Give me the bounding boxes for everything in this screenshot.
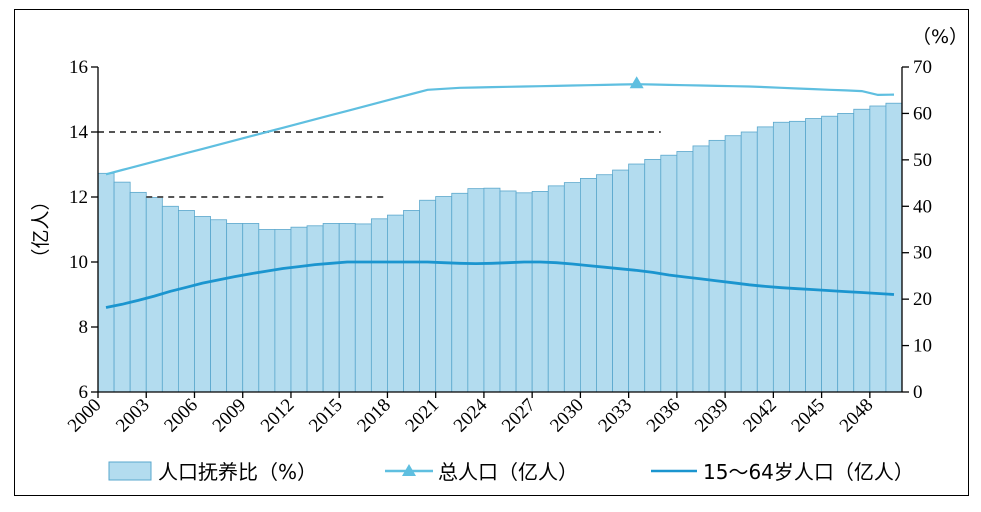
x-axis-tick-label: 2027 — [498, 395, 540, 437]
left-axis-tick-label: 16 — [69, 57, 88, 78]
dependency-ratio-bar — [97, 172, 115, 393]
dependency-ratio-bar — [869, 105, 887, 393]
dependency-ratio-bar — [210, 219, 228, 393]
dependency-ratio-bar — [226, 223, 244, 393]
dependency-ratio-bar — [483, 187, 501, 393]
dependency-ratio-bar — [853, 108, 871, 393]
dependency-ratio-bar — [580, 178, 597, 393]
legend-label-total-population: 总人口（亿人） — [438, 460, 578, 484]
legend-label-working-age-population: 15～64岁人口（亿人） — [703, 460, 914, 484]
dependency-ratio-bar — [531, 191, 549, 393]
x-axis-tick-label: 2021 — [401, 395, 443, 437]
dependency-ratio-bar — [708, 139, 726, 393]
working-age-population-line — [105, 260, 895, 309]
x-axis-tick-label: 2009 — [209, 395, 251, 437]
right-axis-tick-label: 0 — [913, 382, 923, 403]
triangle-marker-icon — [629, 76, 644, 89]
dependency-ratio-bar — [258, 229, 276, 393]
left-axis-tick-label: 6 — [79, 382, 89, 403]
dependency-ratio-bar — [563, 182, 581, 393]
chart-frame: 6 8 10 12 14 16 0 10 20 30 40 50 60 70 （%） （亿人） 2000 2003… — [14, 9, 969, 496]
left-axis-tick-label: 14 — [69, 122, 89, 143]
dependency-ratio-bar — [129, 191, 147, 393]
legend-swatch-dependency-ratio — [108, 461, 152, 481]
x-axis-tick-label: 2000 — [64, 395, 106, 437]
x-axis-tick-label: 2033 — [594, 395, 636, 437]
reference-lines — [98, 131, 661, 198]
x-axis-tick-label: 2015 — [305, 395, 347, 437]
dependency-ratio-bar — [177, 210, 195, 393]
dependency-ratio-bar — [740, 131, 758, 393]
right-axis-tick-label: 50 — [913, 150, 932, 171]
left-axis-tick-label: 10 — [69, 252, 88, 273]
dependency-ratio-bar — [161, 205, 179, 393]
dependency-ratio-bar — [644, 158, 662, 393]
dependency-ratio-bar — [692, 145, 710, 393]
dependency-ratio-bar — [805, 118, 823, 393]
right-axis-tick-label: 40 — [913, 196, 932, 217]
left-axis-tick-label: 12 — [69, 187, 88, 208]
dependency-ratio-bar — [547, 185, 565, 393]
dependency-ratio-bar — [242, 223, 260, 393]
dependency-ratio-bar — [338, 223, 356, 393]
dependency-ratio-bar — [403, 210, 420, 393]
dependency-ratio-bar — [290, 226, 308, 393]
x-axis-tick-label: 2024 — [450, 394, 492, 436]
dependency-ratio-bar — [467, 188, 485, 393]
x-axis-tick-label: 2030 — [546, 395, 588, 437]
x-axis-tick-label: 2048 — [836, 395, 878, 437]
dependency-ratio-bar — [821, 115, 839, 393]
x-axis-tick-label: 2012 — [257, 395, 299, 437]
dependency-ratio-bar — [756, 126, 774, 393]
legend-label-dependency-ratio: 人口抚养比（%） — [158, 460, 317, 484]
right-axis-unit-label: （%） — [912, 26, 968, 48]
dependency-ratio-bar — [499, 190, 517, 393]
x-axis-tick-label: 2018 — [353, 395, 395, 437]
x-axis-tick-label: 2045 — [787, 395, 829, 437]
dependency-ratio-bar — [274, 229, 292, 393]
right-axis-tick-label: 70 — [913, 57, 932, 78]
x-axis-tick-label: 2003 — [112, 395, 154, 437]
dependency-ratio-bar — [370, 218, 388, 393]
dependency-ratio-bar — [885, 102, 903, 393]
left-axis-tick-label: 8 — [79, 317, 89, 338]
dependency-ratio-bar — [837, 113, 855, 393]
dependency-ratio-bar — [354, 223, 372, 393]
dependency-ratio-bar — [194, 216, 211, 393]
dependency-ratio-bar — [419, 199, 437, 393]
right-axis-tick-label: 30 — [913, 243, 932, 264]
dependency-ratio-bar — [515, 192, 533, 393]
right-axis-tick-label: 20 — [913, 289, 932, 310]
dependency-ratio-bar — [676, 151, 694, 393]
x-axis-tick-label: 2036 — [643, 395, 685, 437]
legend: 人口抚养比（%） 总人口（亿人） 15～64岁人口（亿人） — [108, 460, 914, 484]
left-axis-unit-label: （亿人） — [30, 191, 52, 267]
x-axis-tick-label: 2039 — [691, 395, 733, 437]
right-axis-tick-label: 10 — [913, 336, 932, 357]
population-lines — [105, 76, 895, 309]
dependency-ratio-bar — [772, 121, 790, 393]
dependency-ratio-bars — [97, 102, 903, 393]
dependency-ratio-bar — [724, 135, 742, 393]
dependency-ratio-bar — [596, 174, 613, 393]
x-axis-tick-label: 2042 — [739, 395, 781, 437]
right-axis-tick-label: 60 — [913, 103, 932, 124]
legend-triangle-icon — [402, 464, 416, 476]
dependency-ratio-bar — [435, 196, 453, 393]
dependency-ratio-bar — [789, 120, 806, 393]
dependency-ratio-bar — [387, 214, 404, 393]
dependency-ratio-bar — [113, 181, 131, 393]
dependency-ratio-bar — [451, 192, 469, 393]
x-axis-tick-label: 2006 — [160, 395, 202, 437]
dependency-ratio-bar — [612, 169, 630, 393]
dependency-ratio-bar — [306, 225, 324, 393]
dependency-ratio-bar — [628, 163, 646, 393]
total-population-line — [105, 83, 895, 176]
dependency-ratio-bar — [322, 223, 340, 393]
